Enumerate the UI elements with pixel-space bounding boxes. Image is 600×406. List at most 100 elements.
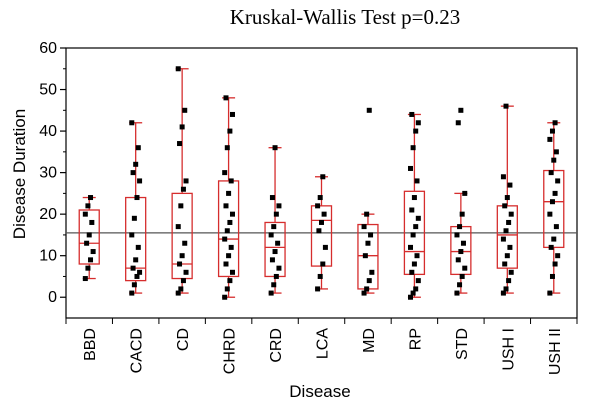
data-point (229, 111, 235, 117)
category-label: STD (454, 328, 471, 360)
data-point (459, 273, 465, 279)
data-point (180, 186, 186, 192)
category-label: CHRD (222, 328, 239, 374)
data-point (179, 253, 185, 259)
data-point (500, 290, 506, 296)
data-point (503, 286, 509, 292)
data-point (175, 66, 181, 72)
data-point (409, 207, 415, 213)
data-point (227, 128, 233, 134)
data-point (455, 120, 461, 126)
data-point (549, 273, 555, 279)
category-label: RP (407, 328, 424, 350)
category-label: CD (175, 328, 192, 351)
data-point (84, 240, 90, 246)
data-point (315, 203, 321, 209)
data-point (553, 149, 559, 155)
data-point (224, 286, 230, 292)
data-point (454, 290, 460, 296)
data-point (460, 240, 466, 246)
data-point (411, 261, 417, 267)
data-point (319, 219, 324, 225)
data-point (507, 182, 513, 188)
data-point (228, 178, 234, 184)
data-point (85, 203, 91, 209)
data-point (408, 244, 414, 250)
data-point (457, 282, 463, 288)
data-point (273, 211, 279, 217)
data-point (503, 103, 509, 109)
data-point (268, 290, 274, 296)
data-point (316, 228, 322, 234)
data-point (500, 236, 506, 242)
data-point (223, 203, 229, 209)
data-point (551, 157, 557, 163)
data-point (408, 294, 414, 300)
data-point (408, 165, 414, 171)
data-point (88, 257, 94, 263)
data-point (555, 253, 561, 259)
data-point (547, 136, 553, 142)
box-bbd (78, 209, 100, 265)
data-point (362, 253, 368, 259)
data-point (458, 107, 464, 113)
data-point (454, 232, 460, 238)
data-point (182, 107, 188, 113)
data-point (183, 269, 189, 275)
data-point (175, 290, 181, 296)
data-point (129, 120, 135, 126)
data-point (131, 282, 137, 288)
data-point (137, 178, 143, 184)
box-ush-ii (543, 169, 565, 249)
plot-frame (65, 47, 578, 319)
data-point (549, 199, 555, 205)
box-chrd (217, 180, 240, 278)
data-point (366, 278, 372, 284)
data-point (551, 236, 557, 242)
data-point (182, 240, 188, 246)
data-point (222, 170, 228, 176)
data-point (271, 224, 277, 230)
category-label: MD (361, 328, 378, 353)
data-point (320, 261, 326, 267)
data-point (86, 232, 92, 238)
data-point (315, 286, 321, 292)
plot-area: 0 10 20 30 40 50 60 BBD CACD CD CHRD CRD LCA MD RP STD U… (39, 40, 578, 375)
data-point (368, 232, 374, 238)
data-point (462, 265, 468, 271)
category-label: USH II (547, 328, 564, 375)
data-point (504, 253, 510, 259)
data-point (89, 219, 95, 225)
data-point (415, 278, 421, 284)
chart-title: Kruskal-Wallis Test p=0.23 (230, 5, 461, 29)
data-point (317, 273, 323, 279)
data-point (502, 261, 508, 267)
y-tick-label: 0 (48, 289, 57, 306)
data-point (222, 294, 228, 300)
data-point (413, 286, 419, 292)
data-point (134, 195, 140, 201)
data-point (410, 232, 416, 238)
y-tick-label: 10 (39, 248, 57, 265)
data-point (414, 253, 420, 259)
data-point (82, 276, 88, 282)
y-tick-label: 30 (39, 165, 57, 182)
data-point (130, 170, 136, 176)
data-point (268, 232, 274, 238)
data-point (322, 244, 328, 250)
data-point (224, 228, 230, 234)
data-point (415, 120, 421, 126)
data-point (321, 211, 327, 217)
data-point (502, 203, 508, 209)
data-point (276, 203, 282, 209)
data-point (228, 244, 234, 250)
data-point (272, 145, 278, 151)
category-label: LCA (315, 328, 332, 359)
data-point (455, 257, 461, 263)
data-point (226, 253, 232, 259)
data-point (506, 278, 512, 284)
data-point (88, 195, 94, 201)
data-point (504, 195, 510, 201)
category-label: CRD (268, 328, 285, 363)
